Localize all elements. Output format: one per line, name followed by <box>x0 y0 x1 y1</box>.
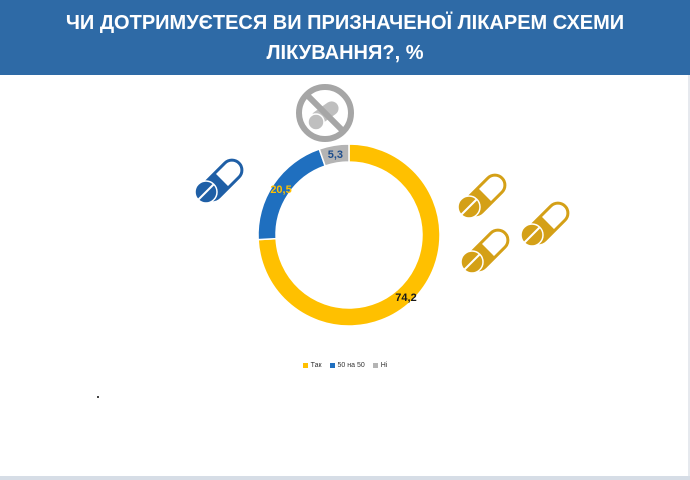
slice-yes <box>257 143 441 327</box>
chart-legend: Так 50 на 50 Ні <box>0 358 690 372</box>
gold-pill-icon <box>457 173 507 219</box>
slide-edge <box>688 75 690 480</box>
chart-title-line-2: ЛІКУВАННЯ?, % <box>266 41 424 64</box>
chart-title-line-1: ЧИ ДОТРИМУЄТЕСЯ ВИ ПРИЗНАЧЕНОЇ ЛІКАРЕМ С… <box>65 11 625 34</box>
slice-no <box>318 143 350 167</box>
data-labels: 74,2 20,5 5,3 <box>270 149 416 304</box>
data-label-no: 5,3 <box>328 149 343 161</box>
gold-pill-icon <box>460 228 510 274</box>
legend-swatch-yes <box>302 362 308 368</box>
legend-swatch-half <box>329 362 335 368</box>
legend-item-half: 50 на 50 <box>329 361 365 369</box>
data-label-yes: 74,2 <box>395 292 416 304</box>
legend-item-no: Ні <box>372 361 388 369</box>
legend-swatch-no <box>372 362 378 368</box>
legend-item-yes: Так <box>302 361 322 369</box>
legend-label-no: Ні <box>380 361 388 369</box>
bottom-divider <box>0 476 690 480</box>
legend-label-yes: Так <box>310 361 322 369</box>
donut-chart: 74,2 20,5 5,3 <box>194 84 570 327</box>
gold-pill-icon <box>520 201 570 247</box>
data-label-half: 20,5 <box>270 184 291 196</box>
donut-slices <box>257 143 441 327</box>
stray-dot <box>97 396 99 398</box>
blue-pill-icon <box>194 158 244 204</box>
no-pills-icon <box>296 84 354 142</box>
title-banner: ЧИ ДОТРИМУЄТЕСЯ ВИ ПРИЗНАЧЕНОЇ ЛІКАРЕМ С… <box>0 0 690 75</box>
legend-label-half: 50 на 50 <box>337 361 365 369</box>
